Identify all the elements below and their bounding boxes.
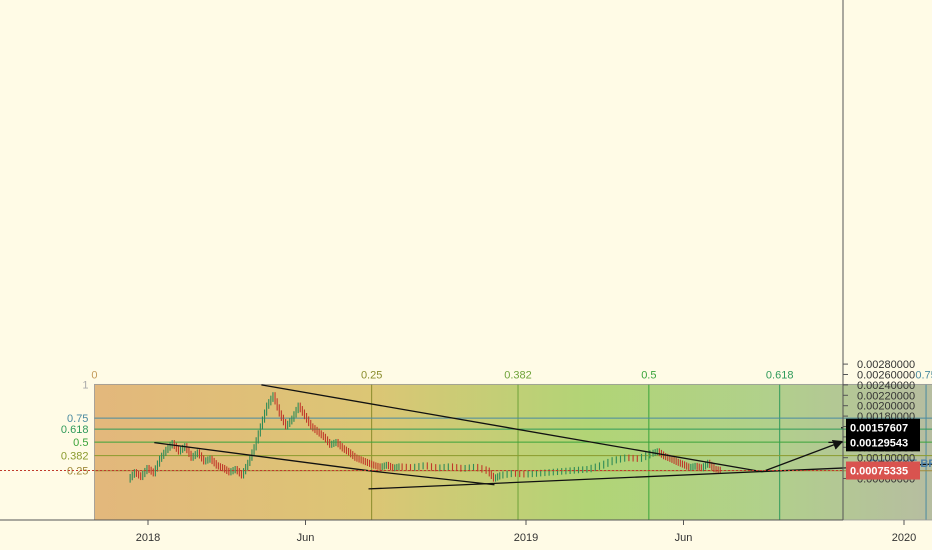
price-tick-label: 0.00260000 [857,370,915,382]
price-tick-label: 0.00280000 [857,359,915,371]
fib-price-label-left: 0.618 [61,424,89,436]
time-tick-label: Jun [297,532,315,544]
time-axis[interactable]: 2018Jun2019Jun2020Jun29 [0,519,932,544]
fib-price-label-left: 0.382 [61,451,89,463]
trendline [154,441,369,472]
fib-zone-label: 0 [91,369,97,381]
fib-zone-label: 0.75 [915,369,932,381]
breakout-arrow [762,439,844,473]
fib-zone-label: 0.5 [641,369,656,381]
fib-zone-label: 0.25 [361,369,382,381]
fib-zone-label: 0.382 [504,369,532,381]
price-tick-label: 0.00240000 [857,380,915,392]
trendline [368,470,495,486]
price-marker-box [846,461,920,480]
price-tick-label: 0.00200000 [857,401,915,413]
fib-zone-fill [94,384,932,520]
fib-zone-label: 0.618 [766,369,794,381]
fib-price-label-left: 0.75 [67,413,88,425]
price-marker-label: 0.00129543 [850,437,908,449]
time-tick-label: Jun [675,532,693,544]
price-marker-box [846,418,920,437]
time-tick-label: 2018 [136,532,160,544]
trendline [261,384,763,473]
fib-price-label-left: 0.5 [73,437,88,449]
price-marker-label: 0.00075335 [850,466,908,478]
time-tick-label: 2020 [892,532,916,544]
price-tick-label: 0.00220000 [857,390,915,402]
fib-price-levels: 110.750.750.6180.6180.50.50.3820.3820.25… [61,379,932,478]
time-tick-label: 2019 [514,532,538,544]
price-markers: 0.00157607 0.00129543 0.00075335 [846,418,920,480]
fib-price-label-left: 1 [82,379,88,391]
price-marker-label: 0.00157607 [850,423,908,435]
price-marker-box [846,433,920,452]
fib-price-label-left: 0.25 [67,466,88,478]
